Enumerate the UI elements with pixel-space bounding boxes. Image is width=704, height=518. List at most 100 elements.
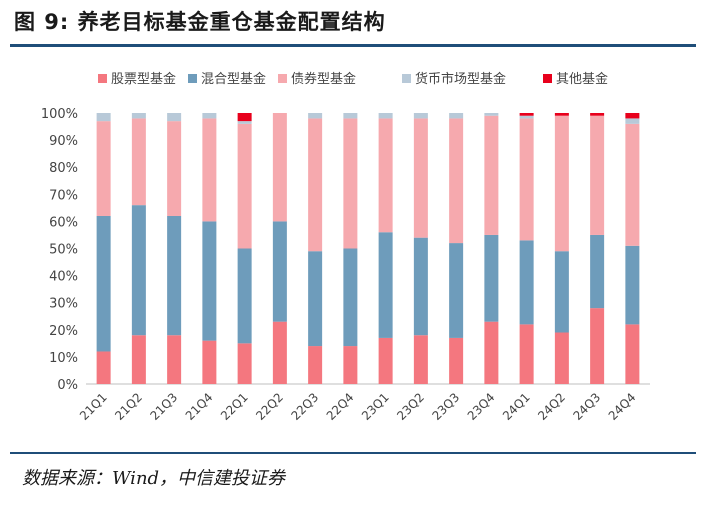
y-axis: 0% 10% 20% 30% 40% 50% 60% 70% 80% 90% 100% (41, 107, 650, 393)
bar-segment (519, 118, 534, 241)
x-tick-label: 23Q1 (359, 390, 392, 423)
bar-segment (378, 113, 393, 119)
bar-segment (413, 335, 428, 384)
y-tick-label: 20% (49, 324, 78, 339)
bar-segment (554, 113, 569, 116)
bar-segment (202, 118, 217, 222)
bar-segment (308, 346, 323, 384)
bar-segment (413, 237, 428, 336)
bar-segment (343, 113, 358, 119)
bar-segment (449, 243, 464, 338)
x-tick-label: 24Q1 (500, 390, 533, 423)
bar-segment (96, 121, 111, 216)
y-tick-label: 40% (49, 270, 78, 285)
title-rule (10, 44, 696, 47)
bar-segment (237, 121, 252, 124)
legend-label: 债券型基金 (291, 71, 356, 87)
bar-segment (519, 240, 534, 325)
bar-segment (554, 115, 569, 252)
bar-series (96, 113, 640, 384)
bar-segment (343, 118, 358, 249)
bar-segment (484, 115, 499, 235)
bar-segment (378, 337, 393, 384)
y-tick-label: 80% (49, 161, 78, 176)
bar-segment (484, 234, 499, 322)
bar-segment (590, 308, 605, 384)
bar-segment (131, 118, 146, 206)
x-tick-label: 24Q2 (535, 390, 568, 423)
x-tick-label: 22Q2 (253, 390, 286, 423)
bar-segment (202, 340, 217, 384)
bar-segment (378, 232, 393, 338)
y-tick-label: 60% (49, 215, 78, 230)
y-tick-label: 70% (49, 188, 78, 203)
y-tick-label: 0% (57, 378, 78, 393)
bar-segment (378, 118, 393, 233)
bar-segment (590, 113, 605, 116)
chart-legend: 股票型基金 混合型基金 债券型基金 货币市场型基金 其他基金 (98, 71, 608, 87)
y-tick-label: 100% (41, 107, 78, 122)
x-tick-label: 21Q4 (183, 390, 216, 423)
legend-swatch (98, 74, 107, 83)
bar-segment (343, 248, 358, 347)
bar-segment (96, 113, 111, 122)
legend-label: 其他基金 (556, 71, 608, 87)
legend-label: 混合型基金 (201, 71, 266, 87)
x-tick-label: 22Q4 (324, 390, 357, 423)
bar-segment (519, 115, 534, 119)
bar-segment (625, 113, 640, 119)
bar-segment (96, 351, 111, 384)
figure-title: 图 9: 养老目标基金重仓基金配置结构 (14, 10, 386, 34)
source-note: 数据来源：Wind，中信建投证券 (22, 468, 286, 489)
bar-segment (449, 118, 464, 244)
bar-segment (343, 346, 358, 384)
y-tick-label: 30% (49, 297, 78, 312)
bar-segment (625, 123, 640, 246)
x-tick-label: 22Q3 (288, 390, 321, 423)
x-tick-label: 21Q3 (147, 390, 180, 423)
bar-segment (519, 324, 534, 384)
bar-segment (237, 113, 252, 122)
bar-segment (96, 215, 111, 352)
legend-swatch (188, 74, 197, 83)
legend-label: 股票型基金 (111, 71, 176, 87)
bar-segment (167, 215, 182, 336)
bar-segment (272, 113, 287, 222)
x-tick-label: 23Q2 (394, 390, 427, 423)
x-tick-label: 24Q3 (570, 390, 603, 423)
y-tick-label: 50% (49, 243, 78, 258)
x-tick-label: 21Q2 (112, 390, 145, 423)
bar-segment (237, 123, 252, 249)
bar-segment (131, 205, 146, 336)
bar-segment (272, 221, 287, 322)
bar-segment (167, 335, 182, 384)
x-tick-label: 21Q1 (77, 390, 110, 423)
bar-segment (413, 113, 428, 119)
legend-swatch (278, 74, 287, 83)
legend-label: 货币市场型基金 (415, 71, 506, 87)
bar-segment (202, 113, 217, 119)
bar-segment (308, 118, 323, 252)
bar-segment (167, 121, 182, 216)
x-tick-label: 23Q3 (429, 390, 462, 423)
legend-swatch (543, 74, 552, 83)
x-axis: 21Q1 21Q2 21Q3 21Q4 22Q1 22Q2 22Q3 22Q4 23Q1 23Q2… (77, 390, 639, 423)
bar-segment (308, 113, 323, 119)
bar-segment (554, 251, 569, 333)
stacked-bar-chart: 股票型基金 混合型基金 债券型基金 货币市场型基金 其他基金 0% 10% 20% 30% 40… (41, 71, 650, 423)
bar-segment (519, 113, 534, 116)
bar-segment (449, 113, 464, 119)
bar-segment (308, 251, 323, 347)
bar-segment (590, 234, 605, 309)
bar-segment (449, 337, 464, 384)
bar-segment (484, 321, 499, 384)
bar-segment (625, 324, 640, 384)
bar-segment (131, 113, 146, 119)
bar-segment (131, 335, 146, 384)
bar-segment (413, 118, 428, 238)
x-tick-label: 23Q4 (465, 390, 498, 423)
x-tick-label: 24Q4 (606, 390, 639, 423)
bar-segment (167, 113, 182, 122)
bar-segment (625, 245, 640, 325)
bar-segment (590, 115, 605, 235)
